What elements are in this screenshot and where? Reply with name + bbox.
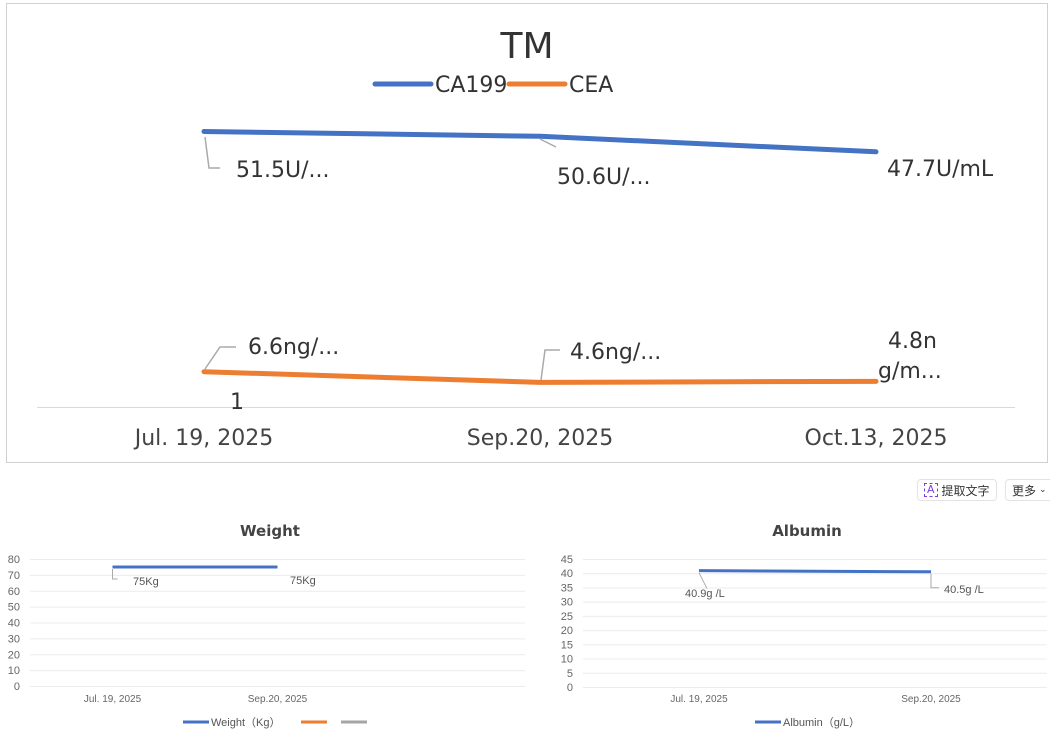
leader-line <box>539 138 557 148</box>
y-tick-label: 0 <box>14 681 20 693</box>
x-tick-label: Sep.20, 2025 <box>248 694 308 705</box>
data-label: 75Kg <box>133 576 159 588</box>
leader-line <box>930 573 939 589</box>
annotation-label: 1 <box>230 390 244 415</box>
data-label: 4.6ng/... <box>570 340 661 365</box>
data-label: 6.6ng/... <box>248 335 339 360</box>
y-tick-label: 60 <box>8 586 20 598</box>
more-label: 更多 <box>1012 483 1037 498</box>
more-button[interactable]: 更多 ⌄ <box>1005 479 1050 501</box>
x-tick-label: Jul. 19, 2025 <box>84 694 142 705</box>
data-label: 75Kg <box>290 575 316 587</box>
legend-label: Weight（Kg） <box>211 716 281 729</box>
data-label: 40.9g /L <box>685 588 725 600</box>
y-tick-label: 0 <box>567 682 573 694</box>
series-line-cea <box>201 369 879 385</box>
extract-text-button[interactable]: A 提取文字 <box>917 479 997 501</box>
y-tick-label: 10 <box>8 665 20 677</box>
y-tick-label: 20 <box>561 625 573 637</box>
leader-line <box>540 349 560 381</box>
leader-line <box>204 136 220 169</box>
y-tick-label: 15 <box>561 639 573 651</box>
legend-label: CEA <box>569 73 613 98</box>
x-tick-label: Sep.20, 2025 <box>467 426 613 451</box>
y-tick-label: 30 <box>561 597 573 609</box>
x-tick-label: Jul. 19, 2025 <box>670 694 728 705</box>
y-tick-label: 20 <box>8 649 20 661</box>
chart-title: TM <box>499 26 553 67</box>
x-tick-label: Jul. 19, 2025 <box>133 426 274 451</box>
data-label: g/m... <box>878 359 942 384</box>
y-tick-label: 30 <box>8 633 20 645</box>
y-tick-label: 80 <box>8 554 20 566</box>
x-tick-label: Sep.20, 2025 <box>901 694 961 705</box>
legend-label: Albumin（g/L） <box>783 716 860 729</box>
data-label: 51.5U/... <box>236 158 329 183</box>
y-tick-label: 40 <box>8 618 20 630</box>
data-label: 4.8n <box>888 329 937 354</box>
y-tick-label: 35 <box>561 582 573 594</box>
leader-line <box>112 568 118 580</box>
chart-title: Weight <box>240 522 300 540</box>
chevron-down-icon: ⌄ <box>1039 485 1047 495</box>
y-tick-label: 10 <box>561 654 573 666</box>
leader-line <box>204 346 236 370</box>
y-tick-label: 70 <box>8 570 20 582</box>
series-line <box>698 569 932 574</box>
series-line-ca199 <box>201 128 879 155</box>
data-label: 50.6U/... <box>557 165 650 190</box>
legend-label: CA199 <box>435 73 507 98</box>
y-tick-label: 45 <box>561 554 573 566</box>
chart-title: Albumin <box>772 522 842 540</box>
y-tick-label: 50 <box>8 602 20 614</box>
text-recognition-icon: A <box>924 483 938 497</box>
y-tick-label: 5 <box>567 668 573 680</box>
x-tick-label: Oct.13, 2025 <box>805 426 948 451</box>
data-label: 47.7U/mL <box>887 157 994 182</box>
extract-text-label: 提取文字 <box>941 483 990 498</box>
y-tick-label: 25 <box>561 611 573 623</box>
data-label: 40.5g /L <box>944 584 984 596</box>
chart-border <box>6 3 1048 463</box>
leader-line <box>698 572 708 589</box>
y-tick-label: 40 <box>561 568 573 580</box>
